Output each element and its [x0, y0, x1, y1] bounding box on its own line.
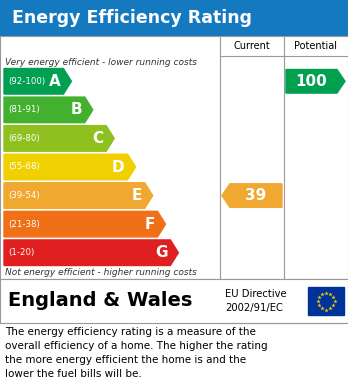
Text: D: D: [112, 160, 125, 174]
Text: 100: 100: [295, 74, 327, 89]
Text: (39-54): (39-54): [8, 191, 40, 200]
Text: Current: Current: [234, 41, 270, 51]
Polygon shape: [4, 212, 166, 237]
Text: Very energy efficient - lower running costs: Very energy efficient - lower running co…: [5, 58, 197, 67]
Text: (21-38): (21-38): [8, 220, 40, 229]
Text: EU Directive
2002/91/EC: EU Directive 2002/91/EC: [225, 289, 286, 312]
Text: Potential: Potential: [294, 41, 338, 51]
Text: F: F: [144, 217, 155, 231]
Text: (1-20): (1-20): [8, 248, 34, 257]
Text: B: B: [70, 102, 82, 117]
Text: (69-80): (69-80): [8, 134, 40, 143]
Polygon shape: [4, 126, 114, 151]
Bar: [0, 0, 348, 36]
Polygon shape: [4, 240, 179, 265]
Polygon shape: [4, 97, 93, 123]
Polygon shape: [4, 68, 71, 94]
Text: G: G: [155, 245, 167, 260]
Text: E: E: [131, 188, 142, 203]
Text: 39: 39: [245, 188, 267, 203]
Polygon shape: [4, 154, 136, 180]
Polygon shape: [222, 184, 282, 207]
Text: A: A: [49, 74, 61, 89]
Text: Not energy efficient - higher running costs: Not energy efficient - higher running co…: [5, 268, 197, 277]
Polygon shape: [286, 70, 345, 93]
Bar: [308, 287, 344, 315]
Text: C: C: [92, 131, 103, 146]
Polygon shape: [4, 183, 153, 208]
Text: (92-100): (92-100): [8, 77, 45, 86]
Text: The energy efficiency rating is a measure of the
overall efficiency of a home. T: The energy efficiency rating is a measur…: [5, 327, 268, 379]
Text: (81-91): (81-91): [8, 105, 40, 114]
Bar: [0, 279, 348, 323]
Text: Energy Efficiency Rating: Energy Efficiency Rating: [12, 9, 252, 27]
Text: England & Wales: England & Wales: [8, 292, 192, 310]
Text: (55-68): (55-68): [8, 163, 40, 172]
Bar: [0, 36, 348, 279]
